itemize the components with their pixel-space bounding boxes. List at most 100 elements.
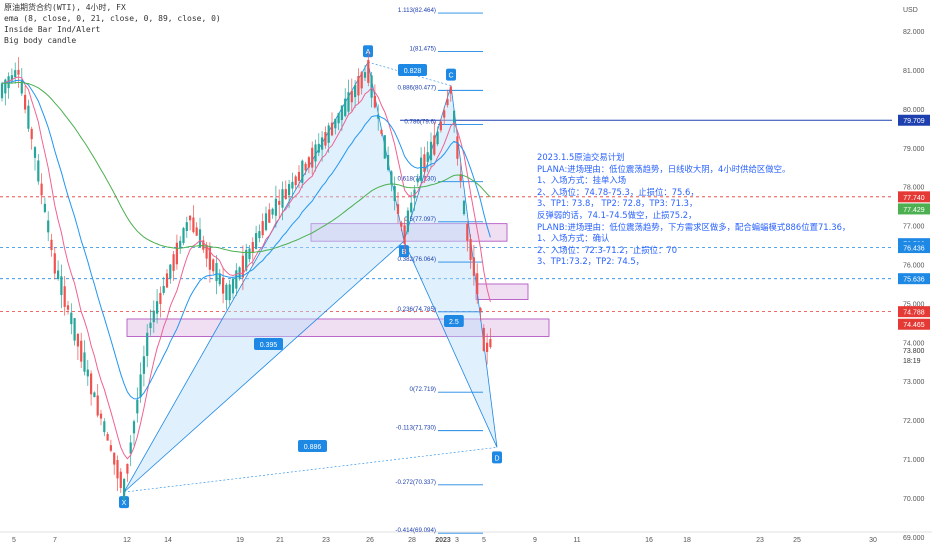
x-tick-label: 3 <box>455 537 459 544</box>
candle-body <box>350 90 353 103</box>
pattern-point-label: D <box>494 455 499 462</box>
plan-line: 2、入场位：74.78-75.3，止损位：75.6， <box>537 186 699 197</box>
pattern-point-badge <box>119 496 129 509</box>
candle-body <box>413 189 416 199</box>
candle-body <box>406 210 409 232</box>
candle-body <box>139 374 142 398</box>
candle-body <box>403 225 406 245</box>
candle-body <box>486 342 489 353</box>
fib-level-label: -0.272(70.337) <box>395 479 436 486</box>
y-tick-label: 77.000 <box>903 224 925 231</box>
x-tick-label: 5 <box>12 537 16 544</box>
pattern-xd-line <box>123 447 498 493</box>
candle-body <box>76 334 79 347</box>
x-tick-label: 18 <box>683 537 691 544</box>
candle-body <box>261 221 264 236</box>
candle-body <box>251 242 254 253</box>
y-tick-label: 69.000 <box>903 535 925 542</box>
candle-body <box>264 213 268 231</box>
x-tick-label: 12 <box>123 537 131 544</box>
candle-body <box>449 86 452 94</box>
price-badge <box>898 273 930 285</box>
y-tick-label: 80.000 <box>903 107 925 114</box>
price-badge-label: 76.436 <box>903 246 925 253</box>
x-tick-label: 25 <box>793 537 801 544</box>
candle-body <box>172 254 175 271</box>
candle-body <box>327 125 330 143</box>
candle-body <box>482 327 485 351</box>
candle-body <box>344 98 347 117</box>
indicator-big-body[interactable]: Big body candle <box>4 36 77 45</box>
y-tick-label: 70.000 <box>903 496 925 503</box>
candle-body <box>380 129 383 134</box>
pattern-ratio-label: 0.886 <box>304 444 322 451</box>
candle-body <box>462 200 466 215</box>
candle-body <box>43 203 46 213</box>
candle-body <box>297 171 301 181</box>
candle-body <box>24 94 27 110</box>
candle-body <box>106 434 109 441</box>
pattern-point-label: B <box>402 249 407 256</box>
candle-body <box>367 59 370 83</box>
candle-body <box>373 95 376 108</box>
candle-body <box>472 257 475 276</box>
y-tick-label: 79.000 <box>903 146 925 153</box>
candle-body <box>433 135 436 155</box>
candle-body <box>469 239 472 260</box>
y-tick-label: 82.000 <box>903 29 925 36</box>
candle-body <box>27 105 30 129</box>
candle-body <box>109 445 112 451</box>
candle-body <box>20 81 23 94</box>
plan-line: 2023.1.5原油交易计划 <box>537 152 625 162</box>
candle-body <box>330 122 334 136</box>
pattern-point-badge <box>399 245 409 258</box>
candle-body <box>255 233 258 249</box>
indicator-inside-bar[interactable]: Inside Bar Ind/Alert <box>4 25 101 34</box>
candle-body <box>426 152 429 162</box>
symbol-title: 原油期货合约(WTI), 4小时, FX <box>4 3 126 12</box>
candle-body <box>53 253 56 274</box>
pattern-point-badge <box>492 451 502 464</box>
candle-body <box>73 318 76 341</box>
plan-line: 3、TP1:73.2，TP2: 74.5， <box>537 256 645 267</box>
candle-body <box>420 157 423 181</box>
ema21-line <box>1 79 491 400</box>
x-tick-label: 2023 <box>435 537 451 544</box>
candle-body <box>14 70 17 78</box>
indicator-ema[interactable]: ema (8, close, 0, 21, close, 0, 89, clos… <box>4 14 221 23</box>
candle-body <box>278 200 281 205</box>
pattern-ratio-badge <box>254 338 283 350</box>
candle-body <box>57 270 60 280</box>
candle-body <box>198 229 202 248</box>
candle-body <box>83 352 86 372</box>
x-tick-label: 5 <box>482 537 486 544</box>
candle-body <box>383 135 386 159</box>
pattern-ratio-badge <box>444 315 464 327</box>
ema89-line <box>1 82 491 253</box>
candle-body <box>99 413 103 419</box>
x-tick-label: 21 <box>276 537 284 544</box>
candle-body <box>453 110 456 125</box>
x-tick-label: 19 <box>236 537 244 544</box>
pattern-ratio-badge <box>298 440 327 452</box>
y-tick-label: 81.000 <box>903 68 925 75</box>
candle-body <box>116 460 119 479</box>
price-badge <box>898 114 930 126</box>
candle-body <box>337 113 340 124</box>
plan-line: 1、入场方式：确认 <box>537 233 610 244</box>
candle-body <box>321 137 324 150</box>
candle-body <box>258 231 261 239</box>
fib-level-label: -0.414(69.094) <box>395 527 436 534</box>
candle-body <box>17 69 20 75</box>
candle-body <box>123 478 126 501</box>
trading-plan-note: 2023.1.5原油交易计划 PLANA:进场理由：低位震荡趋势，日线收大阴，4… <box>537 152 850 268</box>
candle-body <box>363 72 367 78</box>
candle-body <box>387 154 390 170</box>
fib-level-label: 0.886(80.477) <box>397 84 436 91</box>
pattern-point-label: C <box>448 73 453 80</box>
candle-body <box>284 189 287 199</box>
candle-body <box>96 395 99 416</box>
x-tick-label: 26 <box>366 537 374 544</box>
price-badge <box>898 191 930 203</box>
